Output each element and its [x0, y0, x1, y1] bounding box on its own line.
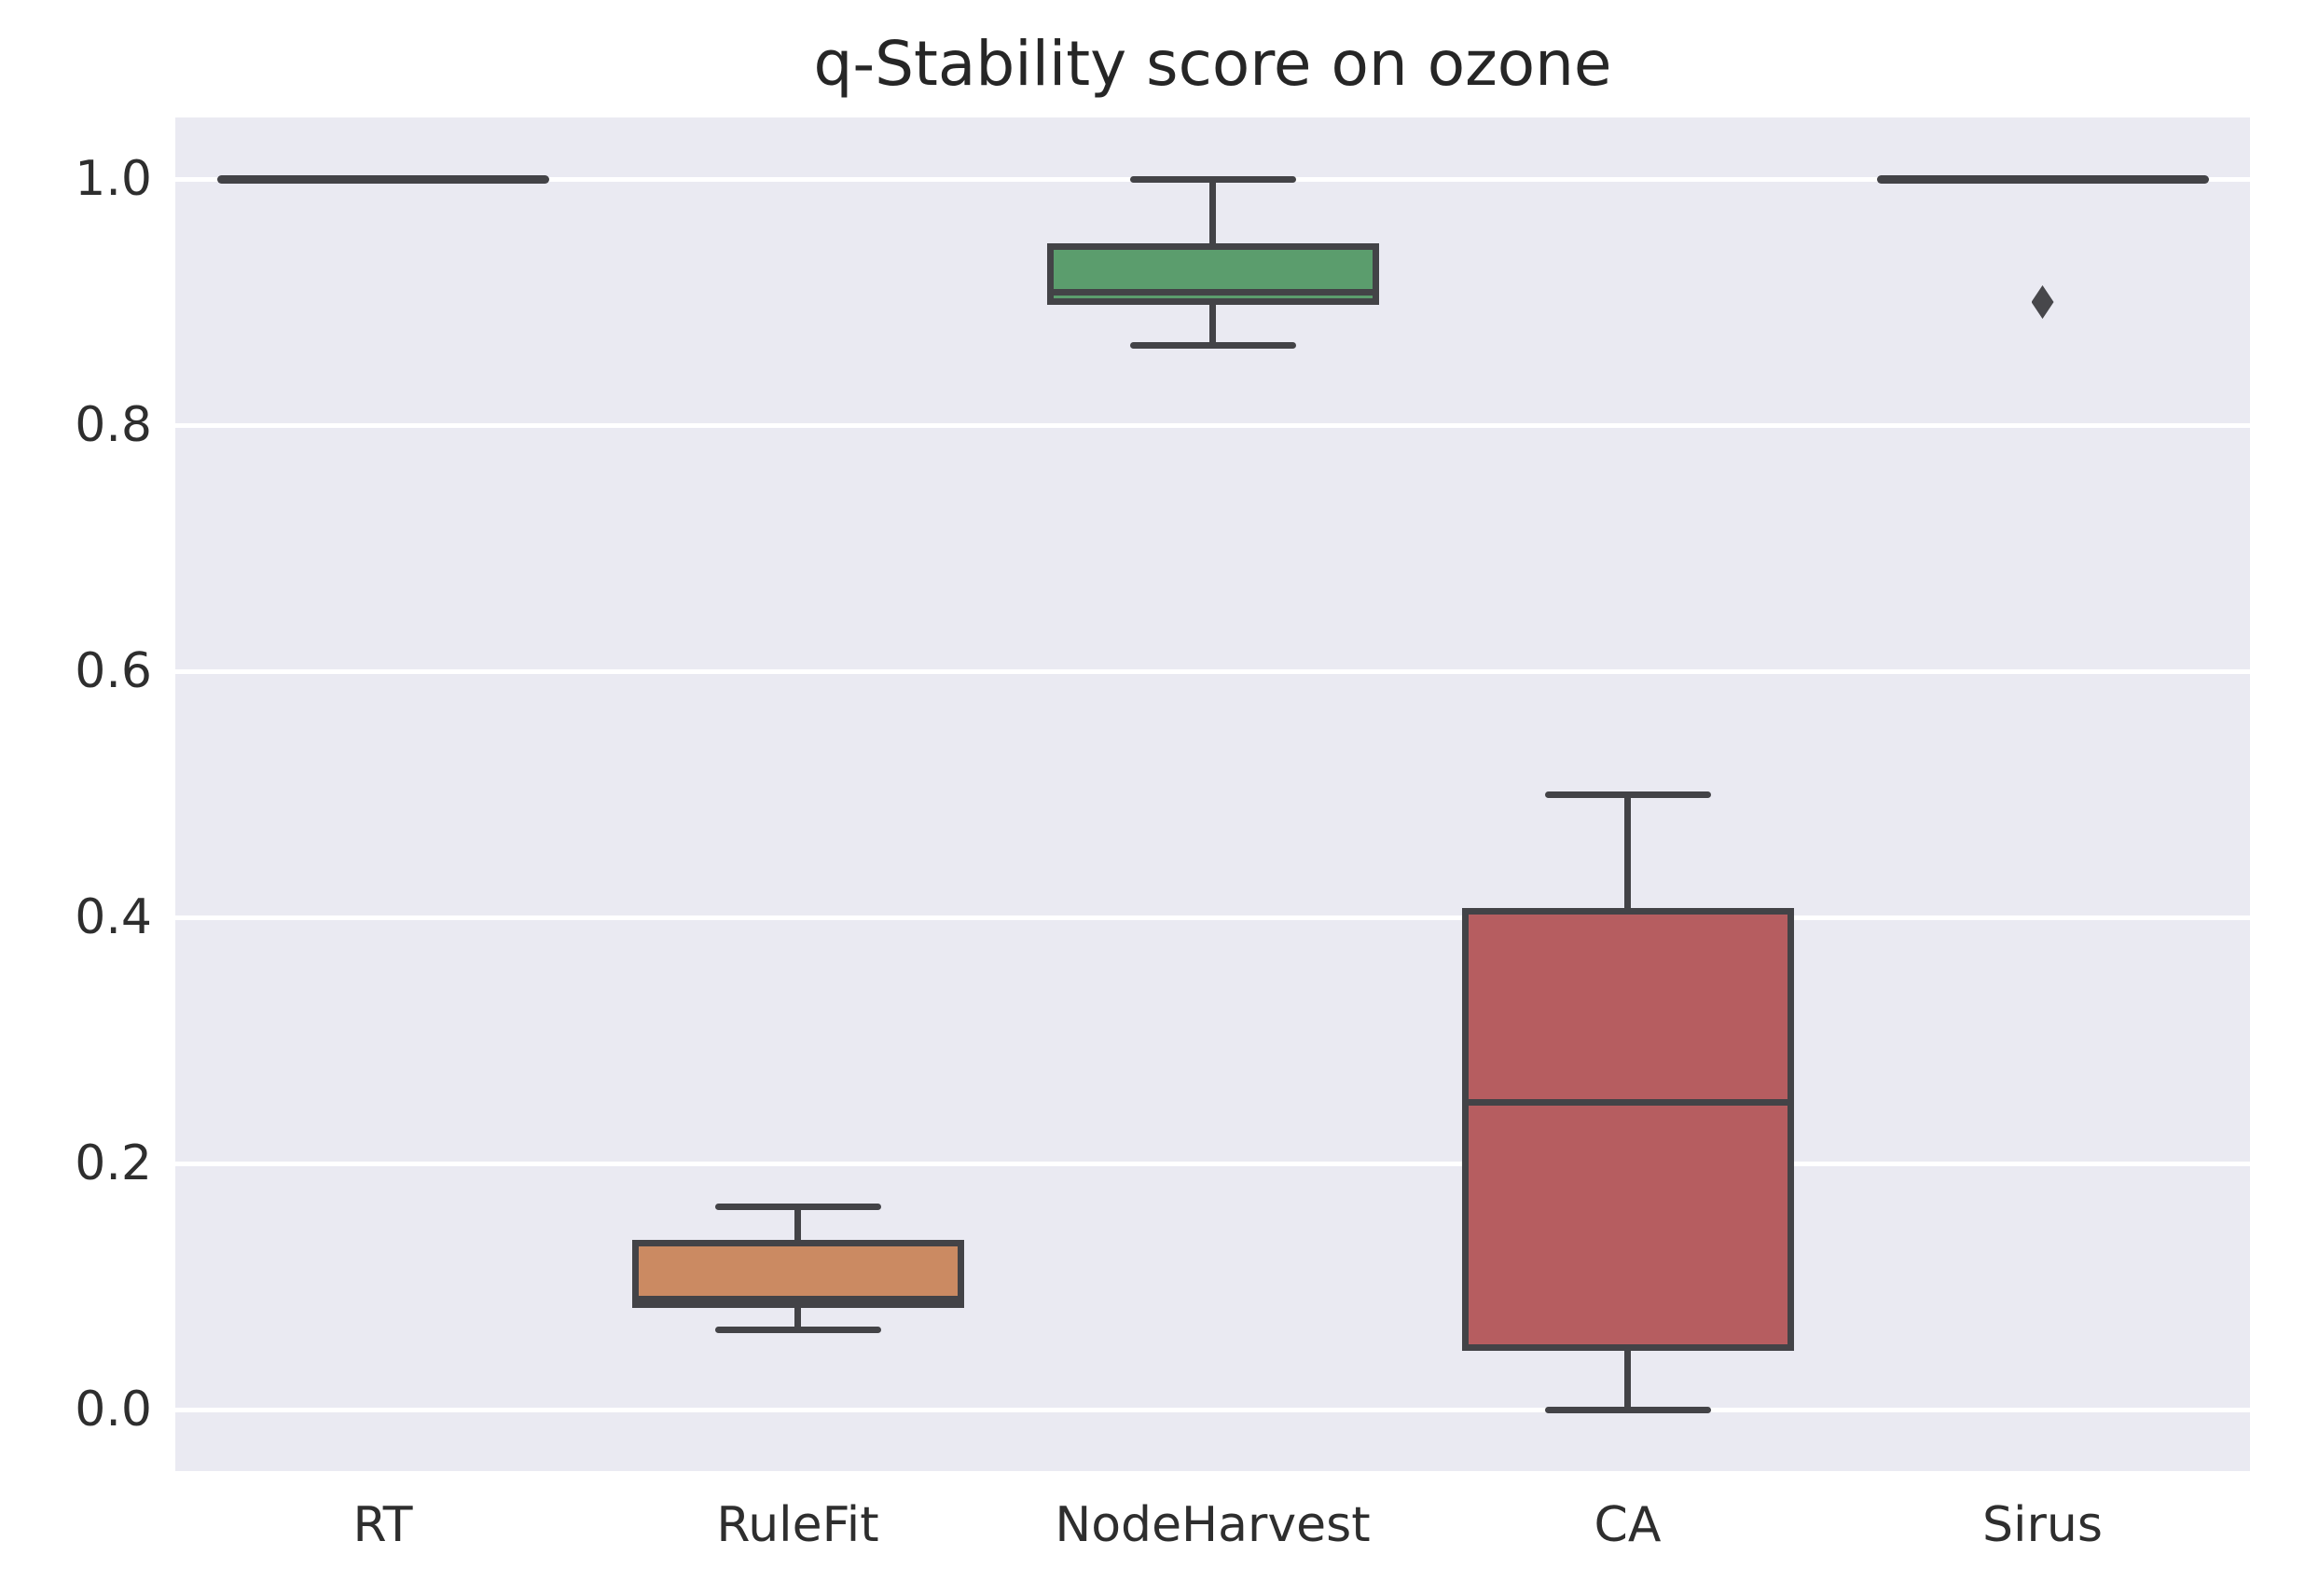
median-line	[1461, 1098, 1794, 1106]
gridline	[175, 1407, 2250, 1412]
gridline	[175, 1161, 2250, 1166]
x-axis-label: NodeHarvest	[1055, 1497, 1371, 1553]
x-axis-label: CA	[1594, 1497, 1662, 1553]
median-line	[631, 1295, 964, 1302]
gridline	[175, 668, 2250, 674]
plot-area	[175, 117, 2250, 1471]
chart-title: q-Stability score on ozone	[813, 28, 1612, 100]
y-tick-label: 0.0	[75, 1382, 152, 1438]
whisker-cap-bottom	[714, 1326, 881, 1333]
y-tick-label: 0.2	[75, 1135, 152, 1191]
whisker-cap-top	[1129, 175, 1296, 183]
whisker-cap-bottom	[1544, 1406, 1711, 1413]
box-iqr	[1046, 243, 1379, 306]
whisker-cap-top	[714, 1203, 881, 1210]
collapsed-box-line	[1876, 174, 2209, 184]
whisker-cap-bottom	[1129, 341, 1296, 349]
y-tick-label: 0.8	[75, 397, 152, 453]
x-axis-label: RuleFit	[716, 1497, 879, 1553]
y-tick-label: 1.0	[75, 151, 152, 207]
x-axis-label: Sirus	[1982, 1497, 2103, 1553]
gridline	[175, 915, 2250, 920]
y-tick-label: 0.6	[75, 643, 152, 699]
median-line	[1046, 288, 1379, 296]
whisker-cap-top	[1544, 791, 1711, 798]
x-axis-label: RT	[352, 1497, 413, 1553]
collapsed-box-line	[216, 174, 549, 184]
gridline	[175, 422, 2250, 428]
y-tick-label: 0.4	[75, 889, 152, 945]
box-iqr	[1461, 907, 1794, 1352]
outlier-diamond-icon	[2031, 285, 2054, 319]
